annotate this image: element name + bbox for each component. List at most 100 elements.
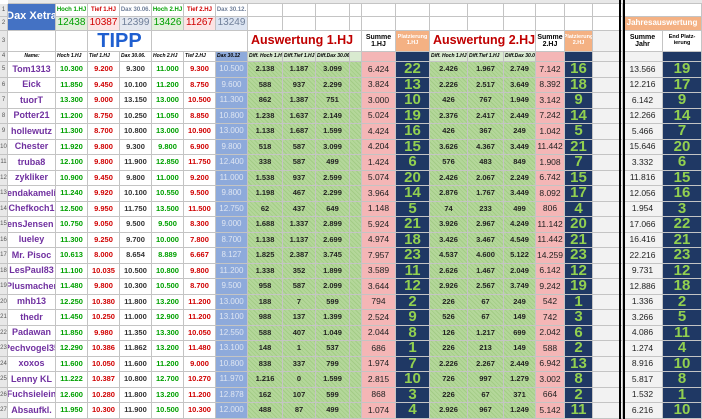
rank-2: 7	[565, 155, 593, 171]
final-rank: 2	[663, 294, 702, 310]
player-name: lueley	[8, 232, 56, 248]
tip-high-1: 10.300	[56, 62, 88, 78]
diff-high-2: 2.626	[430, 263, 468, 279]
rank-2: 15	[565, 170, 593, 186]
row-number: 15	[0, 217, 8, 233]
diff-high-1: 1.538	[248, 170, 283, 186]
rank-1: 6	[396, 155, 430, 171]
sum-2: 742	[536, 310, 565, 326]
separator	[623, 0, 625, 419]
row-number: 2	[0, 17, 8, 31]
sum-year: 5.466	[623, 124, 663, 140]
sum-2: 2.042	[536, 325, 565, 341]
sum-2: 11.442	[536, 232, 565, 248]
diff-high-2: 2.876	[430, 186, 468, 202]
rank-1: 13	[396, 77, 430, 93]
diff-low-1: 587	[283, 279, 316, 295]
sum-2: 542	[536, 294, 565, 310]
diff-high-1: 1.338	[248, 263, 283, 279]
tip-low-2: 8.700	[184, 279, 216, 295]
rank-1: 4	[396, 403, 430, 419]
diff-low-2: 967	[468, 403, 504, 419]
tip-dax-1230: 9.800	[216, 139, 248, 155]
diff-low-1: 937	[283, 77, 316, 93]
diff-dax-2: 699	[504, 325, 536, 341]
tip-high-2: 13.000	[152, 93, 184, 109]
empty-cell	[623, 4, 702, 17]
rank-1: 10	[396, 93, 430, 109]
tip-high-1: 11.100	[56, 263, 88, 279]
diff-high-1: 1.138	[248, 124, 283, 140]
sum-2: 14.259	[536, 248, 565, 264]
diff-dax-1: 499	[316, 155, 350, 171]
tip-dax-0630: 10.100	[120, 77, 152, 93]
final-rank: 6	[663, 155, 702, 171]
diff-dax-2: 1.949	[504, 93, 536, 109]
diff-dax-1: 2.149	[316, 108, 350, 124]
tip-dax-1230: 13.100	[216, 310, 248, 326]
diff-low-2: 767	[468, 93, 504, 109]
empty-cell	[593, 170, 623, 186]
diff-high-1: 518	[248, 139, 283, 155]
empty-cell	[593, 124, 623, 140]
tip-high-2: 11.000	[152, 62, 184, 78]
tip-low-1: 9.000	[88, 93, 120, 109]
tip-dax-1230: 8.127	[216, 248, 248, 264]
tip-low-2: 8.850	[184, 108, 216, 124]
sum2-header: Summe 2.HJ	[536, 31, 565, 52]
tip-low-1: 9.450	[88, 170, 120, 186]
tip-low-2: 11.200	[184, 310, 216, 326]
row-number: 19	[0, 279, 8, 295]
empty-cell	[504, 4, 536, 17]
tip-low-1: 9.980	[88, 325, 120, 341]
column-header: Diff.Dax 30.06.	[316, 52, 350, 62]
actual-label: Tief 2.HJ	[184, 4, 216, 17]
sum-year: 1.274	[623, 341, 663, 357]
empty-cell	[593, 232, 623, 248]
column-header: Diff. Hoch 1.HJ	[430, 52, 468, 62]
rank-1: 16	[396, 124, 430, 140]
final-rank: 20	[663, 139, 702, 155]
tip-dax-0630: 11.900	[120, 403, 152, 419]
sum-1: 3.644	[362, 279, 396, 295]
empty-cell	[593, 294, 623, 310]
tip-low-2: 9.500	[184, 186, 216, 202]
tip-dax-1230: 10.500	[216, 62, 248, 78]
tip-high-1: 11.850	[56, 77, 88, 93]
empty-cell	[350, 372, 362, 388]
rank1-header: Platzierung 1.HJ	[396, 31, 430, 52]
sum-2: 9.242	[536, 279, 565, 295]
tip-low-2: 9.300	[184, 62, 216, 78]
diff-high-2: 2.426	[430, 170, 468, 186]
separator	[619, 0, 621, 419]
sum-1: 686	[362, 341, 396, 357]
diff-dax-1: 3.099	[316, 139, 350, 155]
diff-low-1: 467	[283, 186, 316, 202]
sum-year: 16.416	[623, 232, 663, 248]
rank-1: 12	[396, 279, 430, 295]
diff-low-2: 367	[468, 124, 504, 140]
actual-value: 13426	[152, 17, 184, 31]
tip-high-2: 8.889	[152, 248, 184, 264]
diff-high-1: 1.216	[248, 372, 283, 388]
empty-cell	[468, 4, 504, 17]
tip-dax-0630: 10.800	[120, 372, 152, 388]
sum-year: 12.056	[623, 186, 663, 202]
tip-high-2: 9.800	[152, 139, 184, 155]
rank-2: 20	[565, 217, 593, 233]
tip-dax-1230: 12.400	[216, 155, 248, 171]
tip-dax-1230: 11.000	[216, 170, 248, 186]
tip-dax-0630: 10.300	[120, 279, 152, 295]
row-number: 1	[0, 4, 8, 17]
diff-low-2: 4.367	[468, 139, 504, 155]
rank-2: 19	[565, 279, 593, 295]
diff-low-2: 233	[468, 201, 504, 217]
tip-dax-0630: 10.800	[120, 124, 152, 140]
empty-cell	[248, 4, 283, 17]
diff-low-1: 1.687	[283, 124, 316, 140]
empty-cell	[362, 4, 396, 17]
sum-1: 4.974	[362, 232, 396, 248]
diff-low-2: 2.967	[468, 217, 504, 233]
rank-2: 14	[565, 108, 593, 124]
diff-high-2: 2.926	[430, 279, 468, 295]
